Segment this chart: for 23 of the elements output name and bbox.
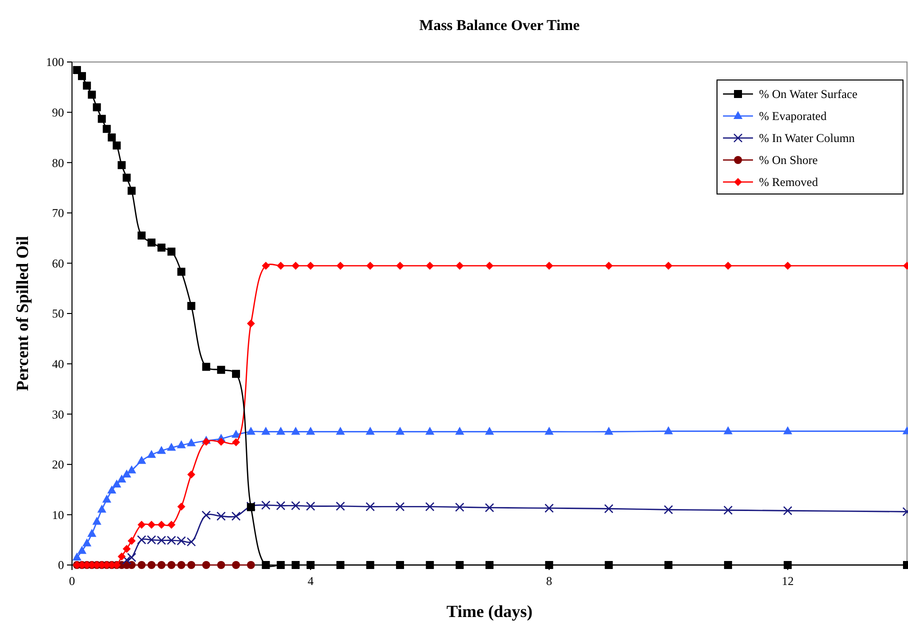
y-tick-label: 90 — [52, 106, 64, 120]
x-tick-label: 4 — [308, 574, 314, 588]
y-tick-label: 20 — [52, 458, 64, 472]
legend-label: % On Water Surface — [759, 87, 858, 102]
x-tick-label: 12 — [782, 574, 794, 588]
y-axis-title: Percent of Spilled Oil — [13, 236, 32, 392]
y-tick-label: 50 — [52, 306, 64, 321]
x-axis-title: Time (days) — [446, 602, 533, 621]
y-tick-label: 60 — [52, 256, 64, 270]
legend-label: % Removed — [759, 175, 818, 190]
y-tick-label: 80 — [52, 156, 64, 170]
chart-title: Mass Balance Over Time — [419, 18, 580, 34]
x-tick-label: 8 — [546, 574, 552, 588]
x-tick-label: 0 — [69, 574, 75, 588]
y-tick-label: 0 — [58, 558, 64, 572]
y-tick-label: 40 — [52, 357, 64, 371]
y-tick-label: 70 — [52, 206, 64, 220]
y-tick-label: 30 — [52, 407, 64, 422]
legend-label: % Evaporated — [759, 109, 827, 124]
y-tick-label: 100 — [46, 55, 64, 70]
legend-label: % On Shore — [759, 153, 818, 168]
legend-label: % In Water Column — [759, 131, 855, 146]
y-tick-label: 10 — [52, 508, 64, 522]
